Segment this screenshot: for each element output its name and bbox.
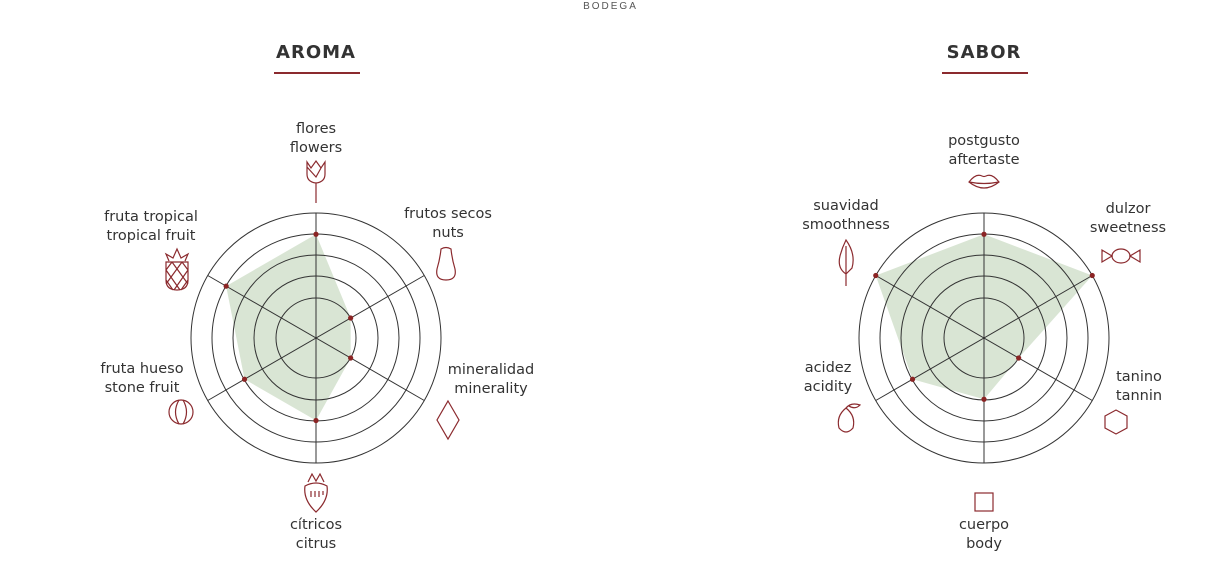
leaf-icon [838,238,854,286]
label-english: smoothness [802,217,890,233]
label-spanish: acidez [804,360,852,376]
label-english: sweetness [1089,220,1167,236]
axis-label-tannin: tanino tannin [1059,368,1219,406]
radar-aroma [164,159,460,513]
axis-label-aftertaste: postgusto aftertaste [904,132,1064,170]
label-spanish: frutos secos [404,206,492,222]
aroma-title: AROMA [276,42,356,63]
data-point-acidity [909,376,916,382]
axis-label-sweetness: dulzor sweetness [1048,200,1208,238]
label-spanish: mineralidad [447,362,535,378]
stone-fruit-icon [168,399,194,425]
label-english: citrus [295,536,337,552]
axis-label-flowers: flores flowers [236,120,396,158]
label-spanish: tanino [1116,369,1162,385]
data-point-tropical-fruit [223,283,229,289]
label-spanish: dulzor [1105,201,1151,217]
axis-label-acidity: acidez acidity [748,359,908,397]
brand-logo-text: BODEGA [583,1,638,12]
diamond-icon [436,399,460,441]
data-point-tannin [1016,355,1022,361]
data-point-nuts [348,315,354,321]
square-icon [974,492,994,512]
value-area [226,234,351,421]
radar-sabor [837,174,1141,512]
data-point-citrus [313,417,319,424]
label-spanish: cítricos [289,517,343,533]
data-point-minerality [348,355,354,361]
axis-label-smoothness: suavidad smoothness [766,197,926,235]
hexagon-icon [1104,409,1128,435]
label-english: aftertaste [948,152,1020,168]
axis-label-nuts: frutos secos nuts [368,205,528,243]
label-english: body [966,536,1002,552]
axis-label-body: cuerpo body [904,516,1064,554]
strawberry-icon [304,472,328,513]
label-spanish: flores [295,121,337,137]
label-spanish: fruta tropical [104,209,198,225]
candy-icon [1101,248,1141,264]
sabor-title-underline [942,72,1028,74]
sabor-title: SABOR [946,42,1022,63]
data-point-body [981,396,987,402]
label-spanish: fruta hueso [100,361,184,377]
axis-label-tropical-fruit: fruta tropical tropical fruit [71,208,231,246]
axis-label-stone-fruit: fruta hueso stone fruit [62,360,222,398]
label-spanish: cuerpo [958,517,1010,533]
label-english: nuts [432,225,464,241]
axis-label-citrus: cítricos citrus [236,516,396,554]
label-english: tannin [1115,388,1163,404]
label-spanish: postgusto [948,133,1020,149]
pineapple-icon [164,247,190,291]
label-english: flowers [289,140,343,156]
data-point-flowers [313,231,319,237]
data-point-sweetness [1089,272,1095,279]
axis-line [207,275,425,401]
axis-label-minerality: mineralidad minerality [411,361,571,399]
label-english: acidity [803,379,853,395]
label-english: minerality [454,381,528,397]
axis-line [875,275,1093,401]
label-english: tropical fruit [106,228,196,244]
aroma-title-underline [274,72,360,74]
nut-icon [436,246,456,281]
lemon-icon [837,403,862,433]
label-english: stone fruit [104,380,180,396]
label-spanish: suavidad [813,198,879,214]
lips-icon [968,174,1000,189]
tulip-icon [306,159,326,203]
data-point-smoothness [873,272,879,279]
data-point-aftertaste [981,231,987,237]
data-point-stone-fruit [241,376,248,382]
